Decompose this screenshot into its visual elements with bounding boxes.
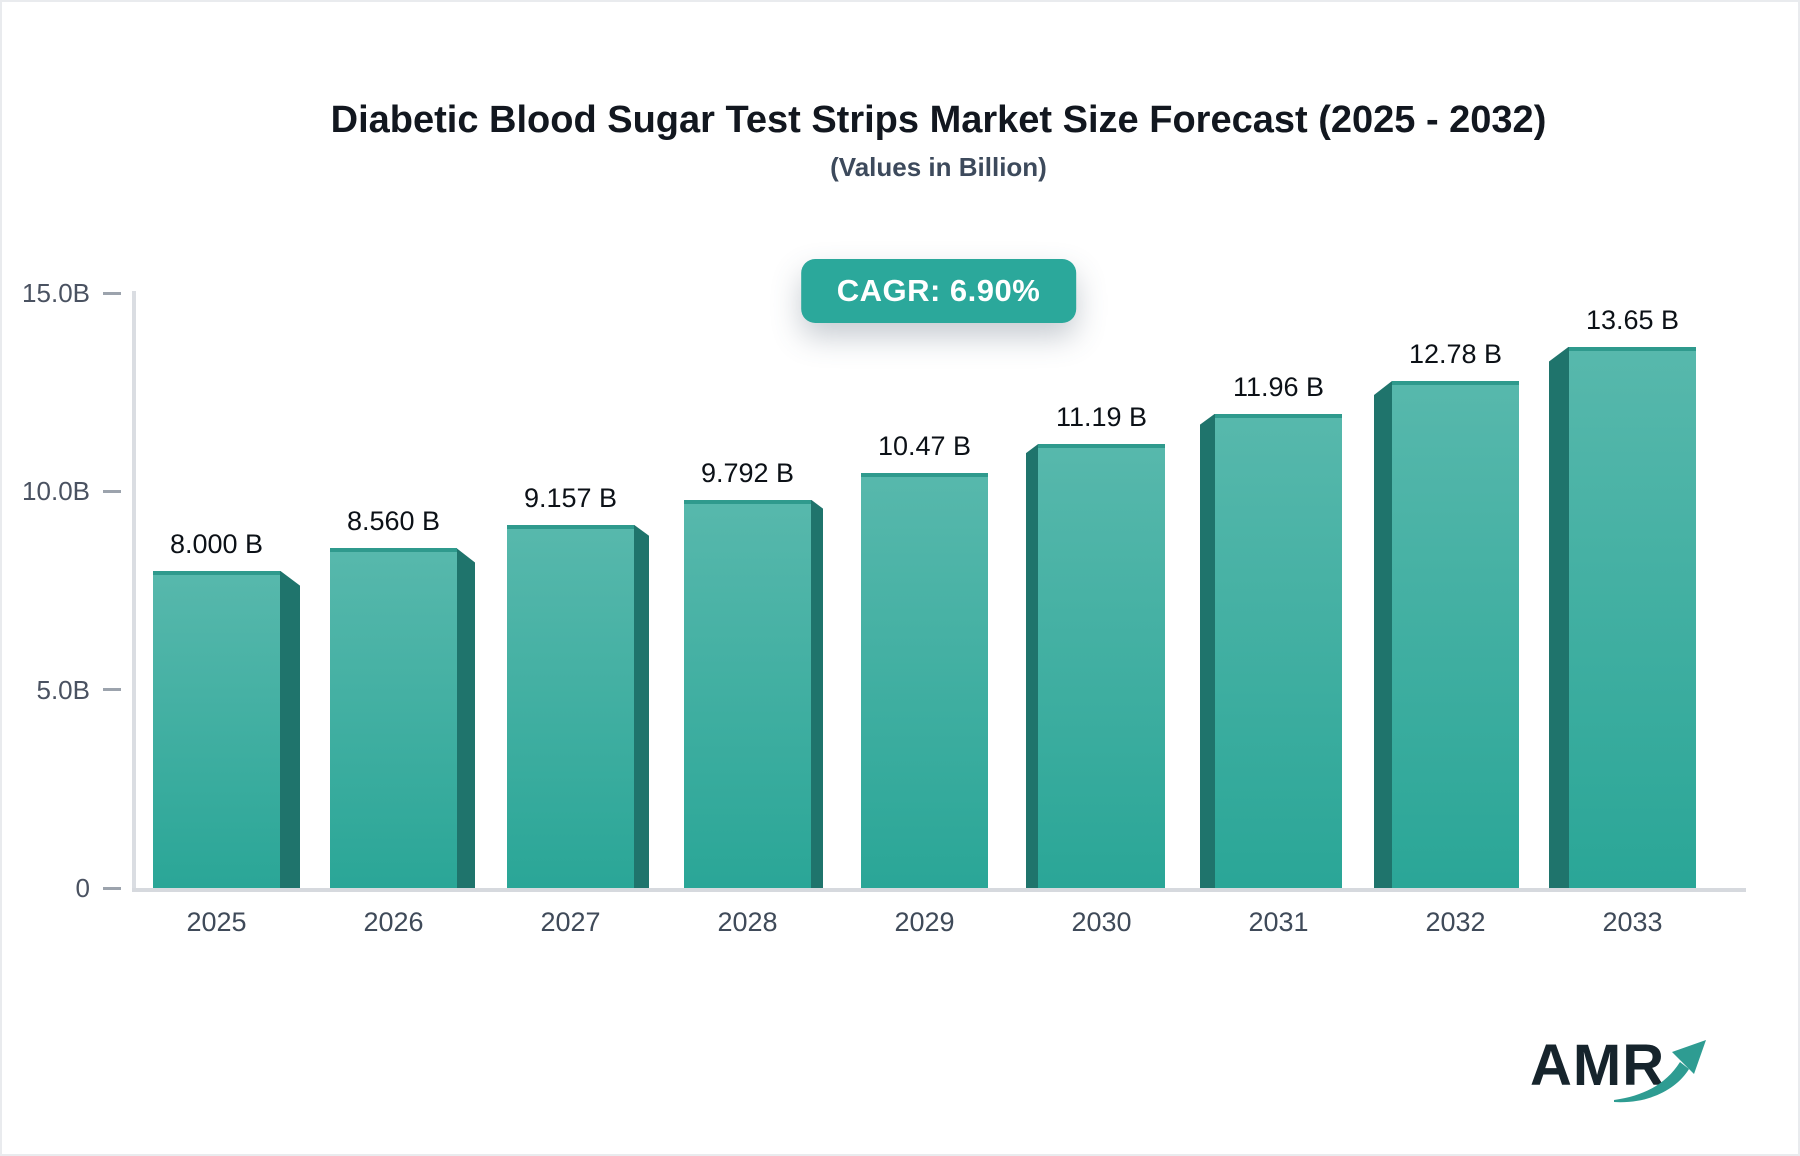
amr-logo-text: AMR — [1530, 1033, 1666, 1098]
bar-value-label: 8.000 B — [169, 528, 264, 559]
x-axis-label: 2027 — [540, 907, 601, 937]
y-tick-mark — [103, 688, 121, 692]
bar — [507, 524, 634, 888]
bar-value-label: 10.47 B — [877, 430, 972, 461]
y-tick-label: 10.0B — [22, 476, 90, 507]
x-axis-label: 2030 — [1071, 907, 1132, 937]
bar — [1038, 444, 1165, 888]
bar-3d-side — [1200, 413, 1215, 888]
bar — [861, 472, 988, 888]
growth-arrow-icon — [1614, 1040, 1706, 1103]
bar-3d-side — [1026, 444, 1038, 888]
y-tick-mark — [103, 489, 121, 493]
x-axis-label: 2026 — [363, 907, 424, 937]
amr-logo: AMR — [1530, 1030, 1730, 1110]
chart-title: Diabetic Blood Sugar Test Strips Market … — [330, 99, 1547, 141]
bar-3d-side — [280, 570, 300, 888]
y-tick-label: 15.0B — [22, 278, 90, 308]
x-axis-label: 2031 — [1248, 907, 1309, 937]
bar — [330, 548, 457, 888]
bar — [1392, 381, 1519, 888]
bar-value-label: 9.157 B — [523, 482, 618, 513]
y-tick-label: 5.0B — [36, 674, 91, 705]
y-axis-line — [132, 291, 136, 892]
bar-3d-side — [457, 548, 475, 888]
bar-value-label: 8.560 B — [346, 506, 441, 537]
x-axis-label: 2028 — [717, 907, 778, 937]
bar-value-label: 11.19 B — [1055, 402, 1148, 433]
x-axis-baseline — [132, 888, 1746, 892]
bar-value-label: 13.65 B — [1585, 304, 1680, 335]
bar-3d-side — [811, 499, 823, 888]
bar-value-label: 11.96 B — [1232, 371, 1325, 402]
bar-3d-side — [1374, 381, 1392, 888]
x-axis-label: 2032 — [1425, 907, 1486, 937]
x-axis-label: 2025 — [186, 907, 247, 937]
bar — [1215, 413, 1342, 888]
bar — [153, 570, 280, 888]
x-axis-label: 2029 — [894, 907, 955, 937]
bar-value-label: 12.78 B — [1408, 339, 1503, 370]
y-tick-mark — [103, 291, 121, 295]
x-axis-label: 2033 — [1602, 907, 1663, 937]
bar-3d-side — [634, 524, 649, 888]
cagr-badge-label: CAGR: 6.90% — [836, 273, 1041, 308]
bar — [1569, 346, 1696, 888]
bar-3d-side — [1549, 346, 1569, 888]
chart-subtitle: (Values in Billion) — [830, 152, 1047, 182]
y-tick-mark — [103, 886, 121, 890]
bar — [684, 499, 811, 888]
bar-value-label: 9.792 B — [700, 457, 795, 488]
y-tick-label: 0 — [75, 873, 90, 903]
cagr-badge: CAGR: 6.90% — [800, 259, 1077, 323]
